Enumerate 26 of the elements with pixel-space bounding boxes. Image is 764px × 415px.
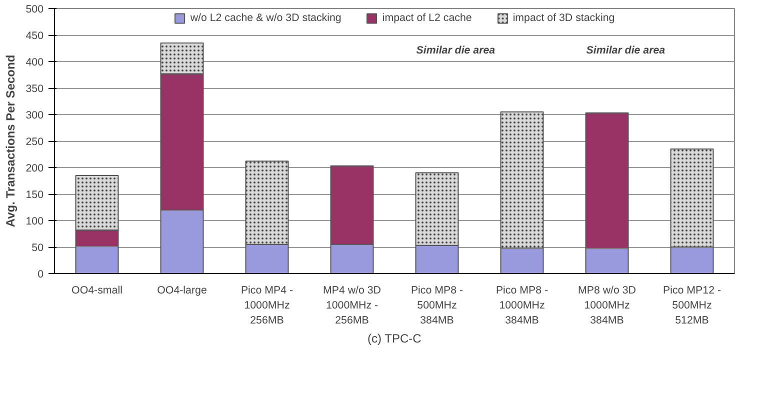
legend-label: impact of 3D stacking — [512, 12, 615, 24]
text: (c) TPC-C — [368, 332, 422, 346]
x-tick-label: OO4-small — [72, 284, 122, 296]
y-tick-label: 250 — [26, 136, 44, 148]
y-tick-label: 300 — [26, 110, 44, 122]
y-tick-label: 100 — [26, 216, 44, 228]
y-tick-label: 350 — [26, 83, 44, 95]
y-axis-title: Avg. Transactions Per Second — [4, 54, 18, 228]
y-tick-label: 0 — [38, 268, 44, 280]
y-tick-label: 450 — [26, 30, 44, 42]
y-tick-label: 50 — [32, 242, 44, 254]
category-label: Pico MP8 - 500MHz 384MB — [410, 284, 464, 326]
legend-label: impact of L2 cache — [382, 12, 472, 24]
category-label: Pico MP4 - 1000MHz 256MB — [240, 284, 294, 326]
category-label: MP8 w/o 3D 1000MHz 384MB — [578, 284, 636, 326]
y-tick-label: 500 — [26, 4, 44, 16]
annotation: Similar die area — [416, 44, 496, 56]
legend-label: w/o L2 cache & w/o 3D stacking — [190, 12, 342, 24]
y-tick-label: 400 — [26, 56, 44, 68]
y-tick-label: 150 — [26, 189, 44, 201]
y-tick-label: 200 — [26, 162, 44, 174]
x-tick-label: OO4-large — [157, 284, 207, 296]
category-label: Pico MP12 - 500MHz 512MB — [662, 284, 722, 326]
category-label: Pico MP8 - 1000MHz 384MB — [496, 284, 548, 326]
category-label: MP4 w/o 3D 1000MHz - 256MB — [322, 284, 382, 326]
annotation: Similar die area — [586, 44, 666, 56]
